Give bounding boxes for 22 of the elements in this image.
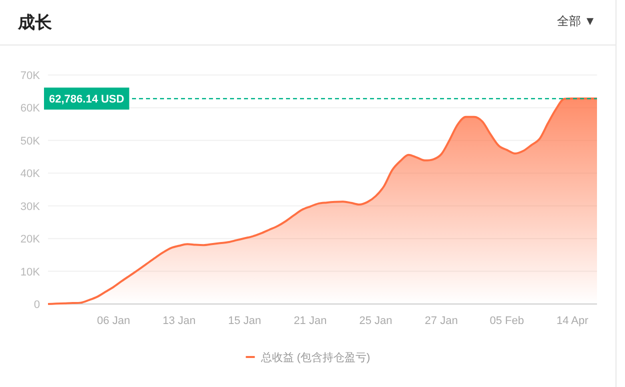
x-tick-label: 06 Jan	[97, 315, 130, 327]
y-tick-label: 70K	[20, 70, 41, 82]
y-tick-label: 60K	[20, 102, 41, 115]
y-tick-label: 30K	[20, 200, 41, 213]
x-tick-label: 05 Feb	[490, 315, 524, 327]
y-tick-label: 10K	[20, 266, 41, 278]
ref-line-label: 62,786.14 USD	[49, 94, 124, 106]
x-tick-label: 27 Jan	[424, 315, 458, 327]
x-tick-label: 25 Jan	[359, 315, 392, 327]
y-tick-label: 50K	[20, 135, 41, 148]
x-tick-label: 15 Jan	[228, 315, 262, 327]
text: 全部 ▼	[556, 14, 596, 28]
y-tick-label: 40K	[20, 168, 41, 180]
x-tick-label: 21 Jan	[294, 315, 327, 327]
chart-title: 成长	[17, 13, 53, 32]
x-tick-label: 13 Jan	[162, 315, 196, 327]
legend-label: 总收益 (包含持仓盈亏)	[260, 351, 370, 364]
plot: 70K 60K 50K 40K 30K 20K 10K 0 06 Jan 13 Jan 15 Jan 21 Jan 25 Jan 27 Jan 05 Feb 14 Apr 62,786.14 USD	[20, 70, 598, 327]
y-tick-label: 0	[34, 299, 40, 311]
y-tick-label: 20K	[20, 234, 41, 246]
legend: 总收益 (包含持仓盈亏)	[246, 352, 370, 364]
x-tick-label: 14 Apr	[556, 315, 589, 327]
